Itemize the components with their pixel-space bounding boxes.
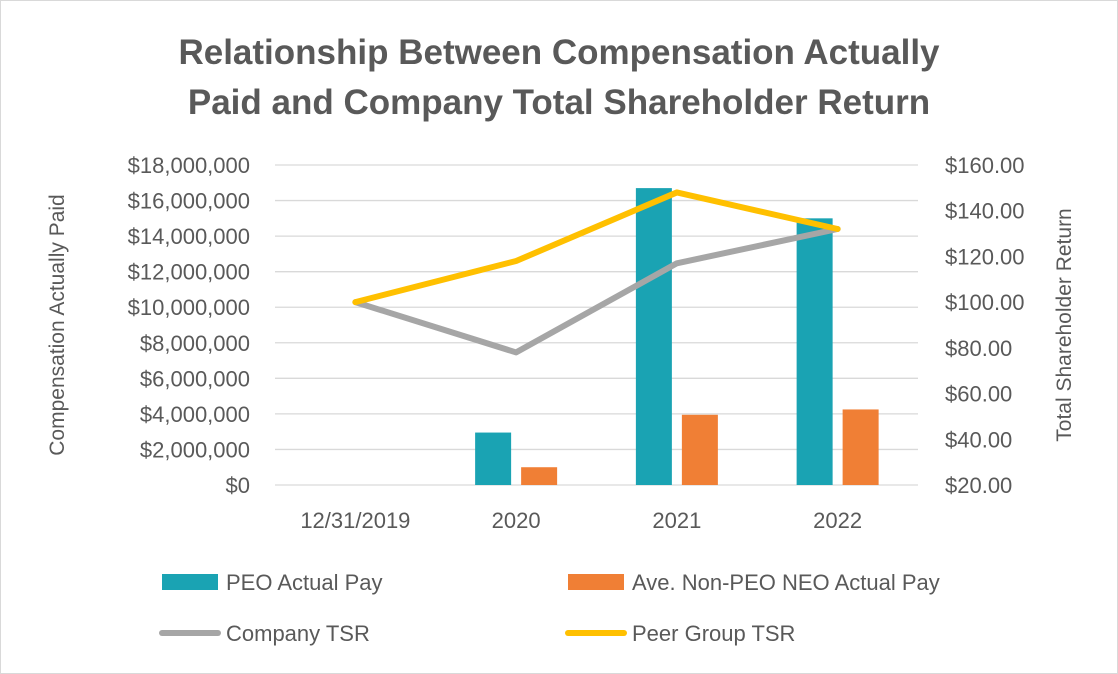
- legend-label-peo-actual-pay: PEO Actual Pay: [226, 570, 383, 595]
- chart-title-line-2: Paid and Company Total Shareholder Retur…: [187, 83, 931, 122]
- legend-swatch-peo-actual-pay: [162, 574, 218, 590]
- non-peo-neo-actual-pay-bar: [842, 409, 879, 485]
- y-right-tick-label: $100.00: [945, 290, 1025, 315]
- legend-label-peer-group-tsr: Peer Group TSR: [632, 621, 795, 646]
- y-left-tick-label: $0: [226, 473, 250, 498]
- x-tick-label: 12/31/2019: [300, 508, 410, 533]
- y-right-axis-title: Total Shareholder Return: [1053, 208, 1076, 441]
- y-right-tick-label: $80.00: [945, 336, 1012, 361]
- y-left-tick-label: $12,000,000: [128, 260, 250, 285]
- legend-label-company-tsr: Company TSR: [226, 621, 370, 646]
- y-left-axis-title: Compensation Actually Paid: [46, 194, 69, 456]
- company-tsr-line: [352, 226, 841, 356]
- peo-actual-pay-bar: [475, 432, 512, 485]
- y-left-tick-label: $10,000,000: [128, 295, 250, 320]
- legend-label-ave-non-peo-neo-actual-pay: Ave. Non-PEO NEO Actual Pay: [632, 570, 940, 595]
- y-right-tick-label: $60.00: [945, 382, 1012, 407]
- y-left-tick-label: $8,000,000: [140, 331, 250, 356]
- chart-title-line-1: Relationship Between Compensation Actual…: [178, 33, 940, 72]
- peer-group-tsr-line: [352, 189, 841, 306]
- y-right-tick-label: $140.00: [945, 199, 1025, 224]
- y-left-tick-label: $16,000,000: [128, 189, 250, 214]
- y-left-tick-label: $14,000,000: [128, 224, 250, 249]
- legend-swatch-ave-non-peo-neo-actual-pay: [568, 574, 624, 590]
- non-peo-neo-actual-pay-bar: [521, 467, 558, 485]
- y-right-tick-label: $160.00: [945, 153, 1025, 178]
- peo-actual-pay-bar: [635, 188, 672, 485]
- peo-actual-pay-bar: [796, 218, 833, 486]
- y-right-tick-label: $120.00: [945, 244, 1025, 269]
- y-left-tick-label: $18,000,000: [128, 153, 250, 178]
- y-right-tick-label: $40.00: [945, 427, 1012, 452]
- y-right-tick-label: $20.00: [945, 473, 1012, 498]
- chart-title: Relationship Between Compensation Actual…: [0, 28, 1118, 128]
- non-peo-neo-actual-pay-bar: [681, 414, 718, 485]
- x-tick-label: 2022: [813, 508, 862, 533]
- y-left-tick-label: $2,000,000: [140, 437, 250, 462]
- x-tick-label: 2020: [492, 508, 541, 533]
- x-tick-label: 2021: [652, 508, 701, 533]
- y-left-tick-label: $6,000,000: [140, 366, 250, 391]
- y-left-tick-label: $4,000,000: [140, 402, 250, 427]
